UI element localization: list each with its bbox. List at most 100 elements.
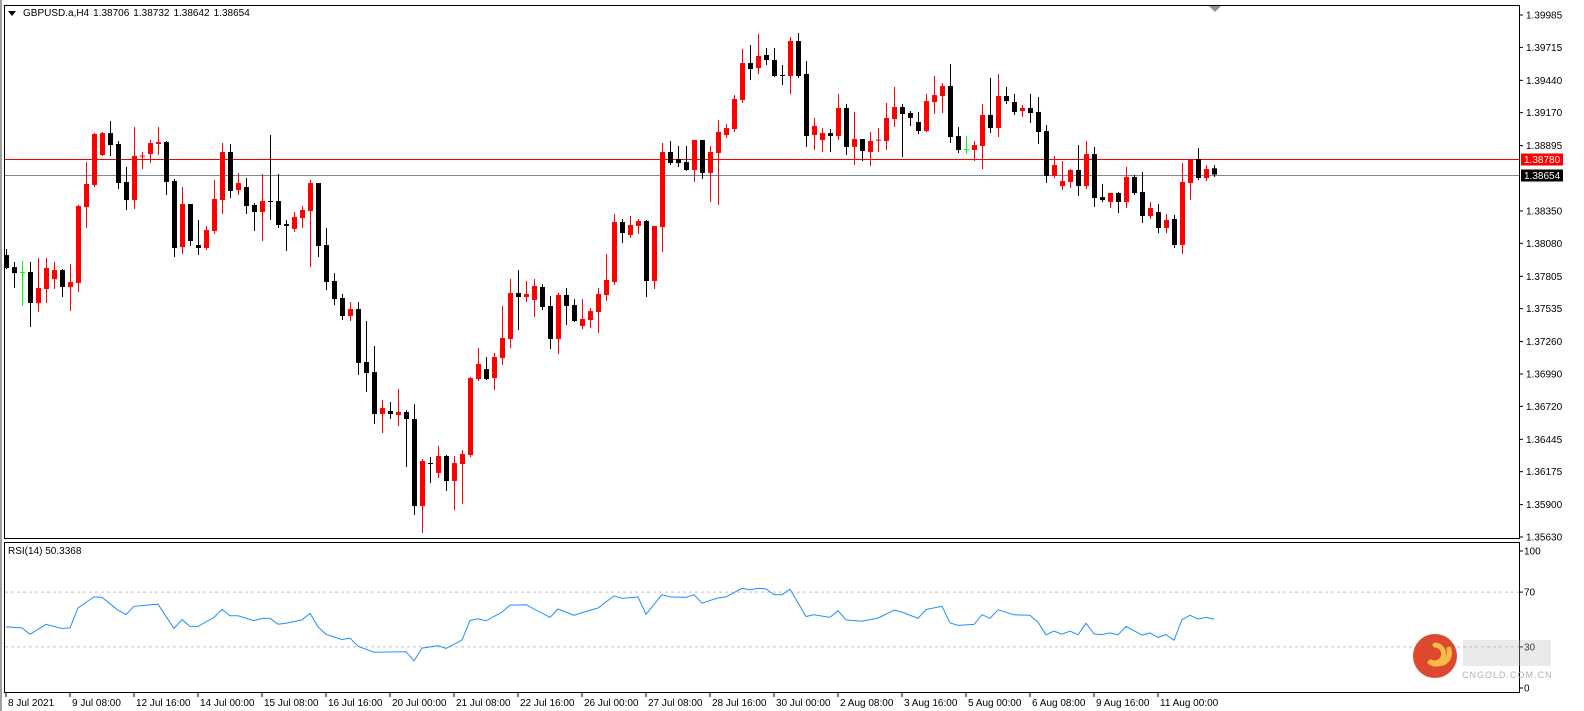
candle (692, 140, 697, 183)
candle-body (756, 55, 761, 68)
candle-body (748, 63, 753, 70)
candle (436, 446, 441, 479)
candle-body (212, 198, 217, 231)
candle-body (684, 162, 689, 170)
candle-body (868, 140, 873, 153)
candle (404, 410, 409, 468)
price-tick-label: 1.39985 (1526, 11, 1563, 22)
candle-body (1212, 168, 1217, 175)
candle-body (100, 133, 105, 155)
candle (852, 111, 857, 165)
candle-body (916, 122, 921, 132)
candle (1012, 93, 1017, 116)
candle (1076, 145, 1081, 197)
candle-body (236, 183, 241, 190)
candle-body (332, 280, 337, 300)
rsi-line (5, 587, 1215, 662)
candle (428, 457, 433, 483)
collapse-triangle-icon[interactable] (8, 11, 16, 16)
candle (868, 131, 873, 167)
candle (1028, 93, 1033, 124)
candle (948, 64, 953, 144)
candle (724, 123, 729, 139)
candle-body (892, 107, 897, 120)
candle (1068, 169, 1073, 189)
candle-body (468, 378, 473, 456)
candle (740, 49, 745, 104)
candle-body (676, 158, 681, 164)
candle (492, 353, 497, 390)
candle-body (692, 140, 697, 170)
price-tick-label: 1.39715 (1526, 43, 1563, 54)
candle (972, 140, 977, 162)
candle (372, 346, 377, 425)
candle-body (68, 282, 73, 287)
candle (84, 162, 89, 229)
candle (76, 204, 81, 293)
candle (732, 95, 737, 133)
price-tick-label: 1.38350 (1526, 206, 1563, 217)
candle-body (1068, 169, 1073, 182)
candle (204, 225, 209, 250)
candle (772, 47, 777, 78)
candle (892, 87, 897, 127)
candle (804, 61, 809, 148)
candle (292, 212, 297, 232)
candle (556, 292, 561, 355)
candle (308, 180, 313, 267)
candle-body (1004, 96, 1009, 102)
candle (4, 248, 9, 270)
candle-body (356, 309, 361, 363)
candle-body (1196, 158, 1201, 179)
candle-body (1140, 192, 1145, 217)
candle (460, 449, 465, 504)
candle-body (84, 184, 89, 208)
candle-body (28, 271, 33, 304)
candle-body (884, 117, 889, 141)
candle-body (372, 372, 377, 415)
candle (1140, 172, 1145, 224)
candle-body (652, 225, 657, 281)
candle (156, 127, 161, 156)
candle-body (1124, 177, 1129, 202)
candle (668, 140, 673, 165)
candle-body (1044, 131, 1049, 176)
candle (60, 268, 65, 297)
candle-body (540, 286, 545, 307)
candle (212, 180, 217, 235)
candle (796, 32, 801, 78)
candles (4, 32, 1217, 533)
candle-body (252, 204, 257, 213)
candle (116, 140, 121, 189)
candle (1116, 192, 1121, 214)
candle (1204, 165, 1209, 182)
candle-body (220, 152, 225, 201)
candle-body (772, 60, 777, 77)
chart-shift-marker[interactable] (1209, 6, 1221, 12)
symbol-label: GBPUSD.a,H4 (23, 8, 90, 19)
candle-body (836, 108, 841, 137)
time-tick-label: 15 Jul 08:00 (264, 698, 319, 709)
candle (52, 262, 57, 290)
candle (812, 117, 817, 151)
candle (164, 140, 169, 195)
candle (676, 146, 681, 168)
candle (1180, 163, 1185, 255)
candle (844, 104, 849, 156)
candle-body (1172, 219, 1177, 246)
time-tick-label: 5 Aug 00:00 (968, 698, 1022, 709)
candle-body (1164, 219, 1169, 228)
candle-body (764, 55, 769, 61)
time-tick-label: 8 Jul 2021 (8, 698, 55, 709)
candle-body (1108, 192, 1113, 202)
candle-body (44, 268, 49, 290)
time-tick-label: 9 Aug 16:00 (1096, 698, 1150, 709)
candle-body (380, 408, 385, 415)
candle (364, 321, 369, 393)
candle (684, 146, 689, 171)
cngold-logo: CNGOLD.COM.CN (1413, 634, 1552, 680)
rsi-tick-label: 70 (1524, 588, 1536, 599)
candle (1004, 87, 1009, 104)
candle (860, 139, 865, 162)
